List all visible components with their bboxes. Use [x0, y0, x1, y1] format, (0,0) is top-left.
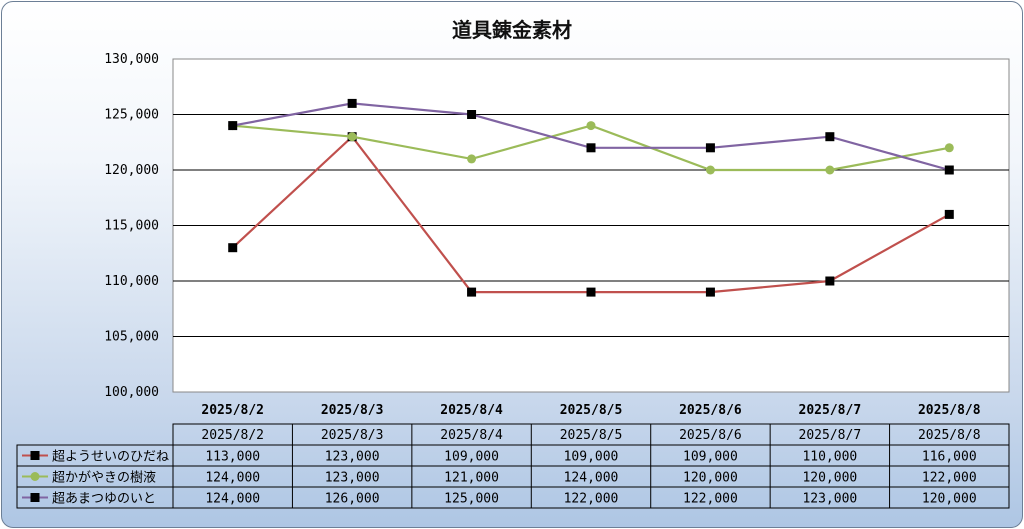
legend-key-marker-0: [30, 451, 40, 460]
table-cell-2-1: 126,000: [325, 492, 380, 507]
data-point-1-5: [825, 165, 835, 175]
table-header-cell-6: 2025/8/8: [918, 428, 981, 443]
table-cell-0-0: 113,000: [205, 450, 260, 465]
x-category-label-2: 2025/8/4: [440, 403, 503, 418]
data-point-1-4: [705, 165, 715, 175]
legend-key-marker-1: [30, 472, 40, 481]
legend-series-name-1: 超かがやきの樹液: [52, 471, 156, 486]
x-category-label-4: 2025/8/6: [679, 403, 742, 418]
data-point-2-1: [347, 98, 357, 108]
y-tick-label-5: 125,000: [104, 108, 159, 123]
data-point-0-5: [825, 276, 835, 286]
table-cell-1-1: 123,000: [325, 471, 380, 486]
table-header-cell-1: 2025/8/3: [321, 428, 384, 443]
table-cell-1-6: 122,000: [922, 471, 977, 486]
data-point-1-2: [467, 154, 477, 164]
y-tick-label-2: 110,000: [104, 274, 159, 289]
table-cell-1-2: 121,000: [444, 471, 499, 486]
x-category-label-5: 2025/8/7: [799, 403, 862, 418]
table-header-cell-5: 2025/8/7: [799, 428, 862, 443]
x-category-label-6: 2025/8/8: [918, 403, 981, 418]
table-header-cell-4: 2025/8/6: [679, 428, 742, 443]
table-cell-1-0: 124,000: [205, 471, 260, 486]
table-cell-1-5: 120,000: [802, 471, 857, 486]
table-header-cell-2: 2025/8/4: [440, 428, 503, 443]
x-category-label-1: 2025/8/3: [321, 403, 384, 418]
table-cell-1-4: 120,000: [683, 471, 738, 486]
data-point-2-0: [228, 121, 238, 131]
data-point-2-3: [586, 143, 596, 153]
table-cell-0-1: 123,000: [325, 450, 380, 465]
data-point-0-0: [228, 243, 238, 253]
data-point-0-3: [586, 287, 596, 297]
data-point-2-5: [825, 132, 835, 142]
table-cell-0-6: 116,000: [922, 450, 977, 465]
table-header-cell-3: 2025/8/5: [560, 428, 623, 443]
table-cell-2-4: 122,000: [683, 492, 738, 507]
table-cell-2-3: 122,000: [564, 492, 619, 507]
table-cell-2-2: 125,000: [444, 492, 499, 507]
table-cell-0-2: 109,000: [444, 450, 499, 465]
legend-key-marker-2: [30, 493, 40, 502]
table-cell-0-5: 110,000: [802, 450, 857, 465]
data-table: 2025/8/2 2025/8/3 2025/8/4 2025/8/5 2025/8/6…: [16, 423, 1010, 509]
y-tick-label-4: 120,000: [104, 163, 159, 178]
y-tick-label-6: 130,000: [104, 52, 159, 67]
y-tick-label-1: 105,000: [104, 330, 159, 345]
data-point-2-2: [467, 110, 477, 119]
table-cell-0-3: 109,000: [564, 450, 619, 465]
data-point-2-6: [944, 165, 954, 175]
table-cell-1-3: 124,000: [564, 471, 619, 486]
table-cell-2-6: 120,000: [922, 492, 977, 507]
x-category-label-0: 2025/8/2: [201, 403, 264, 418]
data-point-1-3: [586, 121, 596, 131]
data-point-0-6: [944, 209, 954, 219]
table-cell-2-0: 124,000: [205, 492, 260, 507]
table-cell-0-4: 109,000: [683, 450, 738, 465]
table-header-cell-0: 2025/8/2: [201, 428, 264, 443]
data-point-2-4: [705, 143, 715, 153]
table-cell-2-5: 123,000: [802, 492, 857, 507]
y-tick-label-3: 115,000: [104, 219, 159, 234]
data-point-0-4: [705, 287, 715, 297]
legend-series-name-2: 超あまつゆのいと: [52, 492, 156, 507]
chart-title: 道具錬金素材: [452, 18, 572, 42]
data-point-1-6: [944, 143, 954, 153]
x-category-label-3: 2025/8/5: [560, 403, 623, 418]
data-point-0-2: [467, 287, 477, 297]
data-point-1-1: [347, 132, 357, 142]
y-tick-label-0: 100,000: [104, 385, 159, 400]
legend-series-name-0: 超ようせいのひだね: [52, 450, 169, 465]
